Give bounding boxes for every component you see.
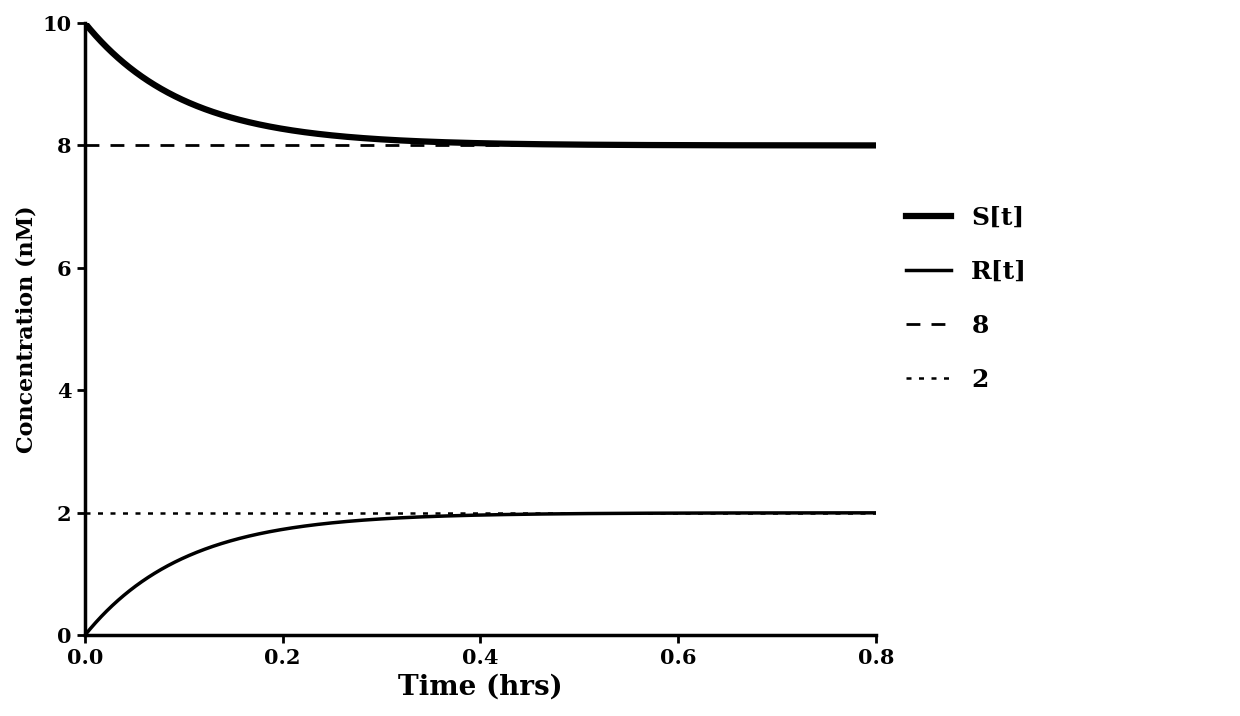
S[t] <box>215 110 229 119</box>
S[t] <box>415 137 430 146</box>
R[t] <box>853 508 868 517</box>
S[t] <box>853 141 868 150</box>
Y-axis label: Concentration (nM): Concentration (nM) <box>15 205 37 453</box>
R[t] <box>215 539 229 548</box>
R[t] <box>768 508 782 517</box>
X-axis label: Time (hrs): Time (hrs) <box>398 674 563 701</box>
R[t] <box>381 514 396 523</box>
S[t] <box>768 141 782 150</box>
Line: R[t]: R[t] <box>84 513 875 635</box>
R[t] <box>868 508 883 517</box>
S[t] <box>167 92 182 100</box>
R[t] <box>167 558 182 566</box>
S[t] <box>381 135 396 144</box>
Legend: S[t], R[t], 8, 2: S[t], R[t], 8, 2 <box>897 195 1038 402</box>
R[t] <box>415 513 430 521</box>
Line: S[t]: S[t] <box>84 23 875 145</box>
S[t] <box>77 19 92 27</box>
S[t] <box>868 141 883 150</box>
R[t] <box>77 631 92 639</box>
